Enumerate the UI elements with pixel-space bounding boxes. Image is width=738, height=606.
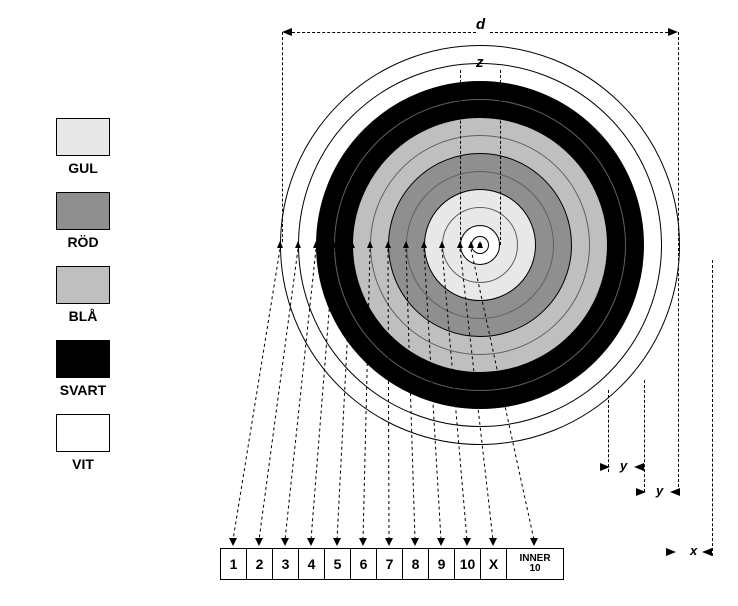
- diagram-canvas: GUL RÖD BLÅ SVART VIT d z y: [0, 0, 738, 606]
- boundary-marker-icon: [439, 241, 445, 248]
- boundary-marker-icon: [313, 241, 319, 248]
- legend-item: BLÅ: [56, 266, 110, 324]
- guide-line: [460, 70, 461, 245]
- guide-line: [644, 380, 645, 492]
- legend-item: RÖD: [56, 192, 110, 250]
- dim-y-label: y: [656, 483, 663, 498]
- boundary-marker-icon: [367, 241, 373, 248]
- score-cell: 9: [429, 549, 455, 579]
- swatch-gul: [56, 118, 110, 156]
- legend-label: GUL: [68, 160, 98, 176]
- arrow-right-icon: [668, 28, 678, 36]
- arrow-left-icon: [670, 488, 680, 496]
- legend-label: SVART: [60, 382, 106, 398]
- legend-item: SVART: [56, 340, 110, 398]
- score-table: 1 2 3 4 5 6 7 8 9 10 X INNER 10: [220, 548, 564, 580]
- dim-d-label: d: [476, 16, 485, 33]
- legend-item: VIT: [56, 414, 110, 472]
- arrow-left-icon: [282, 28, 292, 36]
- boundary-marker-icon: [331, 241, 337, 248]
- boundary-marker-icon: [403, 241, 409, 248]
- arrow-right-icon: [666, 548, 676, 556]
- guide-line: [712, 260, 713, 556]
- score-cell: 5: [325, 549, 351, 579]
- dim-z-label: z: [476, 54, 484, 71]
- arrow-right-icon: [636, 488, 646, 496]
- boundary-marker-icon: [421, 241, 427, 248]
- swatch-svart: [56, 340, 110, 378]
- boundary-marker-icon: [385, 241, 391, 248]
- boundary-marker-icon: [295, 241, 301, 248]
- legend-label: RÖD: [67, 234, 98, 250]
- dim-d-line-right: [490, 32, 668, 33]
- score-cell: X: [481, 549, 507, 579]
- guide-line: [282, 32, 283, 242]
- boundary-marker-icon: [477, 241, 483, 248]
- guide-line: [500, 70, 501, 245]
- swatch-rod: [56, 192, 110, 230]
- boundary-marker-icon: [457, 241, 463, 248]
- legend-label: VIT: [72, 456, 94, 472]
- score-cell: 10: [455, 549, 481, 579]
- score-cell: 4: [299, 549, 325, 579]
- score-cell: 3: [273, 549, 299, 579]
- legend: GUL RÖD BLÅ SVART VIT: [56, 118, 110, 488]
- dim-x-label: x: [690, 543, 697, 558]
- score-cell: 1: [221, 549, 247, 579]
- score-cell: 6: [351, 549, 377, 579]
- boundary-marker-icon: [349, 241, 355, 248]
- arrow-left-icon: [702, 548, 712, 556]
- guide-line: [678, 32, 679, 487]
- dim-y-label: y: [620, 458, 627, 473]
- boundary-marker-icon: [468, 241, 474, 248]
- boundary-marker-icon: [277, 241, 283, 248]
- guide-line: [608, 390, 609, 472]
- swatch-bla: [56, 266, 110, 304]
- legend-item: GUL: [56, 118, 110, 176]
- legend-label: BLÅ: [69, 308, 98, 324]
- score-cell-inner10: INNER 10: [507, 549, 563, 579]
- score-cell: 7: [377, 549, 403, 579]
- arrow-left-icon: [634, 463, 644, 471]
- dim-d-line-left: [292, 32, 476, 33]
- score-cell: 2: [247, 549, 273, 579]
- inner-label-bot: 10: [529, 564, 540, 574]
- score-cell: 8: [403, 549, 429, 579]
- swatch-vit: [56, 414, 110, 452]
